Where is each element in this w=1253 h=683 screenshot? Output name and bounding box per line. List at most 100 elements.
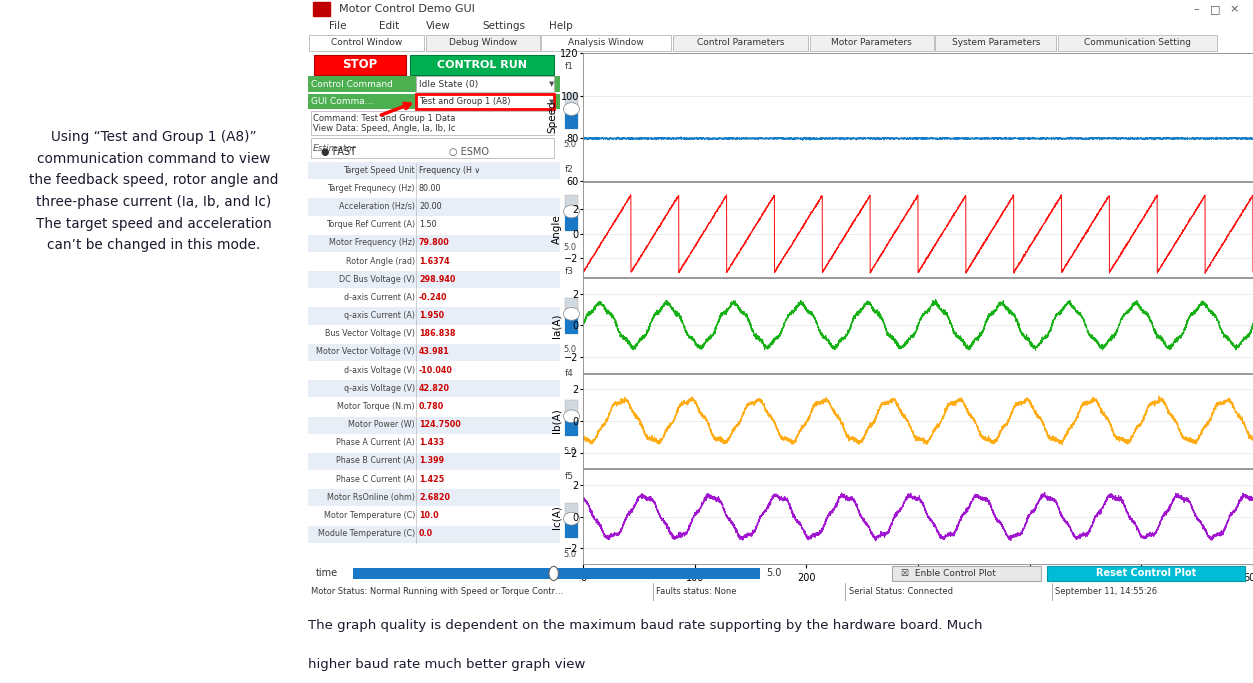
Bar bbox=[308, 344, 560, 361]
Text: Motor Control Demo GUI: Motor Control Demo GUI bbox=[340, 4, 475, 14]
Text: Phase C Current (A): Phase C Current (A) bbox=[336, 475, 415, 484]
Text: time: time bbox=[316, 568, 338, 579]
Bar bbox=[565, 298, 579, 333]
Text: Motor Vector Voltage (V): Motor Vector Voltage (V) bbox=[316, 348, 415, 357]
Bar bbox=[308, 380, 560, 398]
Text: Estimator: Estimator bbox=[313, 144, 357, 153]
Bar bbox=[308, 417, 560, 434]
Text: 42.820: 42.820 bbox=[419, 384, 450, 393]
Text: Target Frequnecy (Hz): Target Frequnecy (Hz) bbox=[327, 184, 415, 193]
Text: September 11, 14:55:26: September 11, 14:55:26 bbox=[1055, 587, 1157, 596]
Bar bbox=[353, 568, 759, 579]
Text: Motor Frequency (Hz): Motor Frequency (Hz) bbox=[330, 238, 415, 247]
Bar bbox=[426, 35, 540, 51]
Text: f3: f3 bbox=[565, 267, 574, 276]
Text: Torque Ref Current (A): Torque Ref Current (A) bbox=[326, 220, 415, 229]
Text: ▼: ▼ bbox=[549, 81, 555, 87]
Text: 0.0: 0.0 bbox=[419, 529, 434, 538]
Text: q-axis Current (A): q-axis Current (A) bbox=[345, 311, 415, 320]
Text: 2.6820: 2.6820 bbox=[419, 493, 450, 502]
Bar bbox=[1048, 566, 1245, 581]
Text: Acceleration (Hz/s): Acceleration (Hz/s) bbox=[340, 202, 415, 211]
Text: 1.433: 1.433 bbox=[419, 438, 444, 447]
Y-axis label: Ib(A): Ib(A) bbox=[551, 408, 561, 433]
Text: 1.399: 1.399 bbox=[419, 456, 444, 465]
Text: higher baud rate much better graph view: higher baud rate much better graph view bbox=[308, 658, 585, 671]
Bar bbox=[308, 271, 560, 288]
Text: Help: Help bbox=[549, 21, 573, 31]
Text: 1.425: 1.425 bbox=[419, 475, 444, 484]
Text: 1.6374: 1.6374 bbox=[419, 257, 450, 266]
Text: ● FAST: ● FAST bbox=[321, 147, 356, 157]
Text: Bus Vector Voltage (V): Bus Vector Voltage (V) bbox=[325, 329, 415, 338]
Text: Motor Temperature (C): Motor Temperature (C) bbox=[323, 511, 415, 520]
Bar bbox=[308, 180, 560, 197]
Text: Frequency (H ∨: Frequency (H ∨ bbox=[419, 166, 480, 175]
Bar bbox=[565, 314, 579, 333]
Text: f1: f1 bbox=[565, 62, 574, 71]
Text: 5.0: 5.0 bbox=[563, 550, 576, 559]
Bar bbox=[308, 253, 560, 270]
Bar bbox=[315, 55, 406, 75]
Y-axis label: Ic(A): Ic(A) bbox=[551, 505, 561, 529]
Text: 186.838: 186.838 bbox=[419, 329, 455, 338]
Text: Settings: Settings bbox=[482, 21, 526, 31]
Bar bbox=[936, 35, 1056, 51]
Bar bbox=[308, 398, 560, 415]
Bar bbox=[541, 35, 670, 51]
Text: Module Temperature (C): Module Temperature (C) bbox=[318, 529, 415, 538]
Text: 298.940: 298.940 bbox=[419, 275, 455, 283]
Text: Motor Torque (N.m): Motor Torque (N.m) bbox=[337, 402, 415, 411]
Bar bbox=[313, 2, 330, 16]
Text: View Data: Speed, Angle, Ia, Ib, Ic: View Data: Speed, Angle, Ia, Ib, Ic bbox=[313, 124, 455, 133]
Y-axis label: Angle: Angle bbox=[551, 214, 561, 245]
Text: 1.950: 1.950 bbox=[419, 311, 444, 320]
Text: Motor Status: Normal Running with Speed or Torque Contr…: Motor Status: Normal Running with Speed … bbox=[311, 587, 564, 596]
Bar bbox=[308, 199, 560, 216]
Text: 5.0: 5.0 bbox=[563, 140, 576, 150]
Text: q-axis Voltage (V): q-axis Voltage (V) bbox=[345, 384, 415, 393]
Text: 5.0: 5.0 bbox=[563, 242, 576, 251]
Text: ×: × bbox=[1229, 4, 1239, 14]
Bar bbox=[308, 471, 560, 488]
Text: –: – bbox=[1194, 4, 1199, 14]
Text: ▼: ▼ bbox=[549, 98, 555, 104]
Bar bbox=[673, 35, 808, 51]
Bar bbox=[809, 35, 933, 51]
Text: d-axis Voltage (V): d-axis Voltage (V) bbox=[345, 365, 415, 374]
Text: Phase B Current (A): Phase B Current (A) bbox=[336, 456, 415, 465]
Text: 10.0: 10.0 bbox=[419, 511, 439, 520]
Text: Test and Group 1 (A8): Test and Group 1 (A8) bbox=[419, 97, 510, 106]
Text: File: File bbox=[328, 21, 346, 31]
Bar bbox=[892, 566, 1041, 581]
Text: Control Parameters: Control Parameters bbox=[697, 38, 784, 47]
Bar bbox=[308, 489, 560, 506]
Ellipse shape bbox=[549, 566, 559, 581]
Bar bbox=[308, 326, 560, 343]
Bar bbox=[565, 503, 579, 538]
Text: 124.7500: 124.7500 bbox=[419, 420, 461, 429]
Bar bbox=[308, 162, 560, 179]
Bar bbox=[416, 94, 554, 109]
Text: Faults status: None: Faults status: None bbox=[655, 587, 737, 596]
Text: 80.00: 80.00 bbox=[419, 184, 441, 193]
Text: d-axis Current (A): d-axis Current (A) bbox=[345, 293, 415, 302]
Text: 5.0: 5.0 bbox=[563, 447, 576, 456]
Text: Motor Parameters: Motor Parameters bbox=[831, 38, 912, 47]
Text: 20.00: 20.00 bbox=[419, 202, 441, 211]
Text: Motor RsOnline (ohm): Motor RsOnline (ohm) bbox=[327, 493, 415, 502]
Text: 5.0: 5.0 bbox=[563, 345, 576, 354]
Bar bbox=[308, 362, 560, 379]
Bar bbox=[565, 109, 579, 129]
Text: Reset Control Plot: Reset Control Plot bbox=[1096, 568, 1197, 579]
Text: The graph quality is dependent on the maximum baud rate supporting by the hardwa: The graph quality is dependent on the ma… bbox=[308, 619, 982, 632]
Text: Control Command: Control Command bbox=[311, 80, 392, 89]
Text: f2: f2 bbox=[565, 165, 574, 173]
Text: Idle State (0): Idle State (0) bbox=[419, 80, 479, 89]
Bar bbox=[565, 518, 579, 538]
Bar bbox=[565, 416, 579, 436]
Text: Command: Test and Group 1 Data: Command: Test and Group 1 Data bbox=[313, 114, 455, 123]
Text: ○ ESMO: ○ ESMO bbox=[449, 147, 489, 157]
Text: f4: f4 bbox=[565, 370, 574, 378]
Text: 1.50: 1.50 bbox=[419, 220, 436, 229]
